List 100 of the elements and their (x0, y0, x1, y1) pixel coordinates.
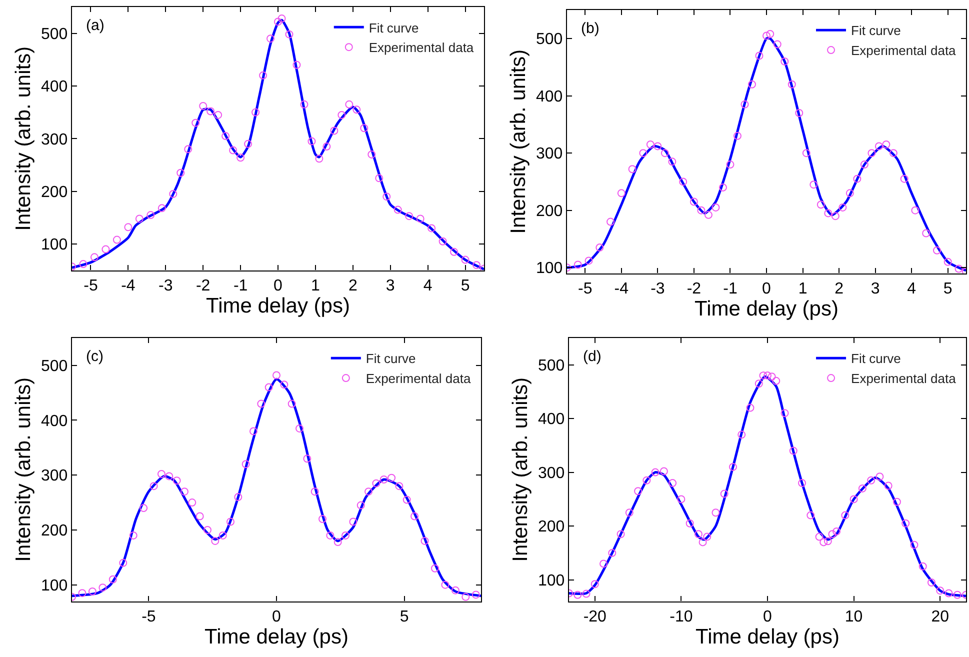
point (910, 540, 918, 549)
point (574, 260, 582, 269)
point (838, 203, 847, 212)
point (698, 538, 707, 546)
point (868, 149, 876, 158)
point (806, 511, 815, 520)
point (654, 142, 662, 150)
point (860, 160, 868, 169)
point (759, 372, 768, 380)
point (308, 137, 316, 146)
point (772, 376, 780, 385)
point (330, 126, 338, 135)
point (762, 32, 770, 40)
point (932, 246, 941, 254)
point (768, 372, 776, 381)
point (639, 149, 648, 158)
point (889, 149, 898, 158)
legend-label: Fit curve (851, 351, 901, 366)
point (944, 258, 952, 266)
point (746, 404, 754, 412)
x-tick-label: 20 (931, 608, 950, 626)
point (129, 531, 138, 540)
y-tick-label: 200 (40, 522, 68, 540)
point (686, 519, 694, 528)
x-tick-label: -1 (723, 280, 738, 298)
x-tick-label: 10 (844, 608, 863, 626)
x-tick-label: -3 (650, 280, 665, 298)
point (140, 504, 148, 512)
point (318, 515, 327, 524)
point (853, 174, 862, 183)
point (292, 60, 301, 69)
point (584, 256, 593, 265)
annotation: (b) (581, 20, 600, 37)
y-tick-label: 100 (536, 260, 563, 278)
x-tick-label: 2 (834, 280, 844, 298)
point (388, 474, 396, 482)
point (218, 531, 227, 540)
point (211, 536, 220, 545)
point (79, 260, 88, 268)
point (668, 158, 676, 166)
x-tick-label: 3 (386, 278, 395, 295)
point (372, 479, 380, 488)
point (634, 487, 642, 496)
point (884, 482, 892, 490)
point (660, 149, 669, 158)
point (451, 586, 460, 594)
point (876, 472, 884, 481)
point (368, 150, 376, 158)
point (590, 580, 599, 588)
point (660, 467, 668, 476)
legend-label: Fit curve (366, 351, 416, 366)
point (236, 154, 245, 162)
x-tick-label: 5 (400, 608, 409, 626)
y-tick-label: 400 (40, 412, 68, 430)
point (169, 190, 178, 198)
x-tick-label: 0 (763, 608, 772, 626)
y-tick-label: 300 (536, 146, 563, 163)
point (334, 538, 342, 546)
point (108, 575, 117, 584)
point (936, 586, 944, 595)
point (274, 18, 282, 26)
point (360, 124, 368, 132)
point (574, 590, 582, 599)
y-tick-label: 400 (538, 411, 565, 428)
x-tick-label: 1 (798, 280, 808, 298)
y-tick-label: 300 (40, 131, 68, 148)
point (789, 446, 798, 455)
point (345, 100, 354, 108)
point (944, 589, 953, 598)
y-tick-label: 500 (40, 26, 68, 43)
point (802, 149, 810, 158)
y-tick-label: 200 (40, 184, 68, 201)
point (428, 224, 436, 232)
x-tick-label: -5 (578, 280, 592, 298)
y-tick-label: 300 (538, 464, 565, 482)
point (795, 109, 804, 117)
y-tick-label: 200 (538, 518, 565, 536)
point (780, 409, 789, 418)
x-tick-label: 3 (870, 280, 880, 298)
point (222, 132, 230, 140)
point (679, 178, 688, 186)
point (420, 536, 429, 545)
point (764, 372, 772, 380)
point (841, 511, 850, 520)
x-tick-label: -4 (121, 278, 136, 295)
point (892, 498, 901, 506)
y-tick-label: 300 (40, 468, 68, 485)
point (310, 488, 319, 496)
point (738, 430, 746, 439)
point (472, 590, 480, 599)
x-tick-label: -4 (614, 280, 629, 298)
point (596, 244, 604, 252)
point (704, 210, 712, 219)
annotation: (a) (86, 17, 104, 34)
point (322, 142, 331, 151)
point (927, 578, 936, 586)
point (754, 380, 763, 388)
y-tick-label: 100 (40, 577, 68, 594)
point (798, 479, 806, 488)
point (296, 424, 304, 432)
